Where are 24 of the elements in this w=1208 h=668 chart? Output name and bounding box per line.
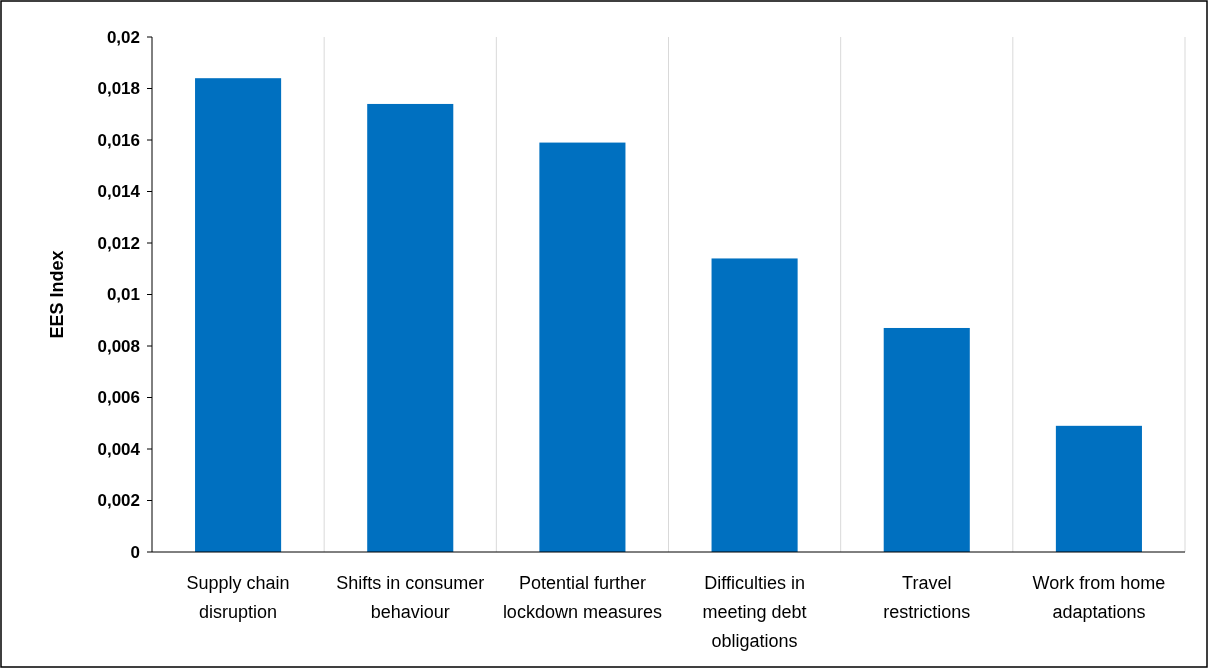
y-tick-label: 0,012 — [97, 233, 140, 253]
bar — [711, 258, 798, 552]
y-tick-label: 0,008 — [97, 336, 140, 356]
bar — [883, 327, 970, 552]
bar — [539, 142, 626, 552]
y-tick-label: 0 — [130, 542, 140, 562]
x-tick-label: Work from home adaptations — [1032, 573, 1166, 622]
y-tick-label: 0,004 — [97, 439, 141, 459]
x-tick-label: Shifts in consumer behaviour — [336, 573, 485, 622]
y-tick-label: 0,016 — [97, 130, 140, 150]
bar — [195, 78, 282, 552]
bar — [367, 103, 454, 552]
x-tick-label: Travel restrictions — [883, 573, 971, 622]
y-tick-label: 0,006 — [97, 388, 140, 408]
x-tick-label: Difficulties in meeting debt obligations — [702, 573, 807, 651]
y-tick-label: 0,014 — [97, 182, 141, 202]
y-tick-label: 0,018 — [97, 79, 140, 99]
y-tick-label: 0,01 — [106, 285, 140, 305]
y-tick-label: 0,002 — [97, 491, 140, 511]
x-tick-label: Potential further lockdown measures — [502, 573, 662, 622]
y-axis-title: EES Index — [47, 250, 67, 339]
y-tick-label: 0,02 — [106, 27, 140, 47]
bar — [1055, 425, 1142, 552]
x-tick-label: Supply chain disruption — [186, 573, 290, 622]
